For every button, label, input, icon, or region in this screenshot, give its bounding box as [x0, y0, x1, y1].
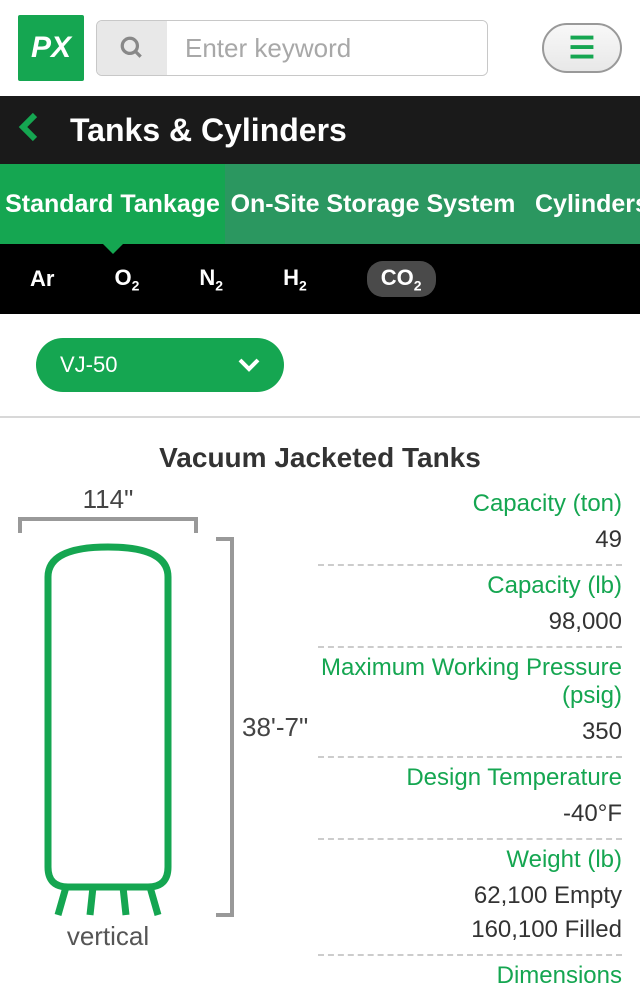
- tab-standard-tankage[interactable]: Standard Tankage: [0, 164, 225, 244]
- gas-ar[interactable]: Ar: [30, 266, 54, 292]
- spec-value: 49: [318, 526, 622, 554]
- hamburger-icon: ☰: [569, 31, 596, 66]
- content: Vacuum Jacketed Tanks 114" 38'-7" vertic…: [0, 416, 640, 1000]
- spec-value: -40°F: [318, 800, 622, 828]
- logo[interactable]: PX: [18, 15, 84, 81]
- gas-n2[interactable]: N2: [199, 265, 223, 293]
- top-bar: PX ☰: [0, 0, 640, 96]
- spec-value: 350: [318, 718, 622, 746]
- model-selector-value: VJ-50: [60, 352, 117, 378]
- spec-label: Dimensions: [318, 962, 622, 990]
- spec-label: Weight (lb): [318, 846, 622, 874]
- content-body: 114" 38'-7" vertical Capacity (ton) 49: [18, 484, 622, 1000]
- tank-diagram: 114" 38'-7" vertical: [18, 484, 318, 1000]
- chevron-down-icon: [238, 352, 260, 378]
- spec-label: Capacity (ton): [318, 490, 622, 518]
- tank-icon: [18, 537, 198, 917]
- search-wrap: [96, 20, 488, 76]
- tab-bar: Standard Tankage On-Site Storage System …: [0, 164, 640, 244]
- spec-label: Capacity (lb): [318, 572, 622, 600]
- spec-row: Weight (lb) 62,100 Empty 160,100 Filled: [318, 840, 622, 956]
- height-bracket: [216, 537, 234, 917]
- tab-cylinders[interactable]: Cylinders: [521, 164, 640, 244]
- spec-value: 62,100 Empty: [318, 882, 622, 910]
- menu-button[interactable]: ☰: [542, 23, 622, 73]
- spec-label: Maximum Working Pressure (psig): [318, 654, 622, 710]
- gas-bar: Ar O2 N2 H2 CO2: [0, 244, 640, 314]
- content-title: Vacuum Jacketed Tanks: [18, 442, 622, 474]
- title-bar: Tanks & Cylinders: [0, 96, 640, 164]
- width-bracket: [18, 517, 198, 533]
- gas-o2[interactable]: O2: [114, 265, 139, 293]
- spec-row: Capacity (ton) 49: [318, 484, 622, 566]
- spec-row: Dimensions: [318, 956, 622, 1000]
- spec-value: 160,100 Filled: [318, 916, 622, 944]
- spec-value: 98,000: [318, 608, 622, 636]
- back-button[interactable]: [18, 109, 40, 151]
- spec-label: Design Temperature: [318, 764, 622, 792]
- gas-h2[interactable]: H2: [283, 265, 307, 293]
- specs-list: Capacity (ton) 49 Capacity (lb) 98,000 M…: [318, 484, 622, 1000]
- spec-row: Design Temperature -40°F: [318, 758, 622, 840]
- width-dimension: 114": [18, 484, 198, 515]
- page-title: Tanks & Cylinders: [70, 112, 347, 149]
- orientation-label: vertical: [18, 921, 198, 952]
- search-input[interactable]: [167, 21, 487, 75]
- search-icon[interactable]: [97, 21, 167, 75]
- height-dimension: 38'-7": [242, 712, 308, 743]
- selector-row: VJ-50: [0, 314, 640, 416]
- tab-onsite-storage[interactable]: On-Site Storage System: [225, 164, 521, 244]
- spec-row: Capacity (lb) 98,000: [318, 566, 622, 648]
- model-selector[interactable]: VJ-50: [36, 338, 284, 392]
- gas-co2[interactable]: CO2: [367, 261, 436, 297]
- spec-row: Maximum Working Pressure (psig) 350: [318, 648, 622, 758]
